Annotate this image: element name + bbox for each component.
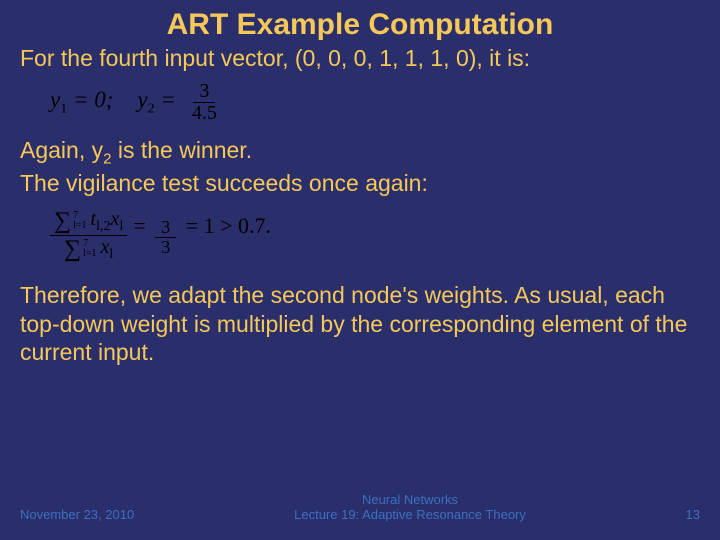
vigilance-fraction: ∑ 7l=1 tl,2xl ∑ 7l=1 xl [50, 208, 127, 263]
footer-center: Neural Networks Lecture 19: Adaptive Res… [180, 492, 640, 522]
winner-paragraph: Again, y2 is the winner. The vigilance t… [20, 136, 700, 198]
equation-vigilance: ∑ 7l=1 tl,2xl ∑ 7l=1 xl = 3 3 = 1 > 0.7. [50, 208, 700, 263]
vigilance-rhs: = 3 3 = 1 > 0.7. [133, 213, 271, 257]
eq-y1: y1 = 0; [50, 87, 113, 118]
conclusion-paragraph: Therefore, we adapt the second node's we… [20, 281, 700, 367]
eq-y2: y2 = 3 4.5 [137, 81, 227, 124]
slide: ART Example Computation For the fourth i… [0, 0, 720, 540]
footer-date: November 23, 2010 [20, 507, 180, 522]
fraction-3-over-4p5: 3 4.5 [186, 81, 223, 124]
slide-footer: November 23, 2010 Neural Networks Lectur… [20, 492, 700, 522]
equation-y-values: y1 = 0; y2 = 3 4.5 [50, 81, 700, 124]
slide-title: ART Example Computation [20, 8, 700, 42]
footer-page-number: 13 [640, 507, 700, 522]
intro-paragraph: For the fourth input vector, (0, 0, 0, 1… [20, 44, 700, 73]
